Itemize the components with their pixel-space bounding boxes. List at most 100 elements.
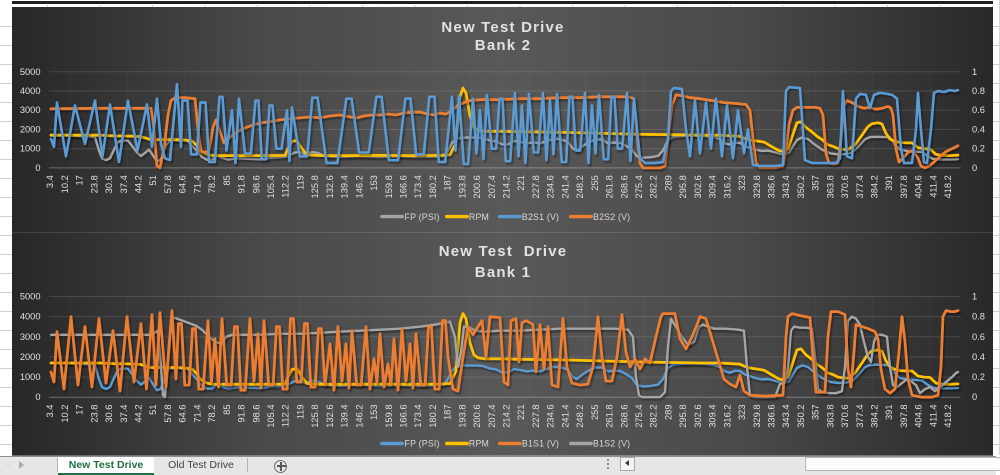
svg-text:132.6: 132.6 xyxy=(325,405,335,428)
svg-text:377.4: 377.4 xyxy=(855,175,865,198)
svg-text:268.6: 268.6 xyxy=(619,405,629,428)
svg-text:17: 17 xyxy=(75,405,85,415)
svg-text:234.6: 234.6 xyxy=(546,405,556,428)
svg-text:153: 153 xyxy=(369,175,379,191)
svg-text:91.8: 91.8 xyxy=(237,405,247,423)
svg-text:397.8: 397.8 xyxy=(899,405,909,428)
svg-text:418.2: 418.2 xyxy=(943,175,953,198)
svg-text:207.4: 207.4 xyxy=(487,405,497,428)
svg-text:411.4: 411.4 xyxy=(928,405,938,428)
svg-text:404.6: 404.6 xyxy=(914,175,924,198)
svg-text:98.6: 98.6 xyxy=(251,175,261,193)
svg-text:B1S1 (V): B1S1 (V) xyxy=(522,439,559,449)
svg-text:1: 1 xyxy=(972,67,977,77)
svg-text:0.2: 0.2 xyxy=(972,144,985,154)
svg-text:282.2: 282.2 xyxy=(649,405,659,428)
svg-text:5000: 5000 xyxy=(20,67,41,77)
svg-text:125.8: 125.8 xyxy=(310,405,320,428)
svg-text:0: 0 xyxy=(972,163,977,173)
svg-text:0.4: 0.4 xyxy=(972,125,985,135)
svg-text:295.8: 295.8 xyxy=(678,175,688,198)
svg-text:214.2: 214.2 xyxy=(502,405,512,428)
svg-text:RPM: RPM xyxy=(469,212,489,222)
svg-text:146.2: 146.2 xyxy=(354,175,364,198)
svg-text:119: 119 xyxy=(295,405,305,420)
svg-text:214.2: 214.2 xyxy=(502,175,512,198)
svg-text:17: 17 xyxy=(75,175,85,185)
svg-text:309.4: 309.4 xyxy=(708,175,718,198)
svg-text:New Test Drive: New Test Drive xyxy=(439,243,568,260)
svg-text:23.8: 23.8 xyxy=(89,175,99,193)
svg-text:71.4: 71.4 xyxy=(192,405,202,423)
svg-text:282.2: 282.2 xyxy=(649,175,659,198)
svg-text:139.4: 139.4 xyxy=(340,175,350,198)
svg-text:119: 119 xyxy=(295,175,305,190)
svg-text:64.6: 64.6 xyxy=(178,175,188,193)
svg-text:295.8: 295.8 xyxy=(678,405,688,428)
svg-text:370.6: 370.6 xyxy=(840,175,850,198)
svg-text:166.6: 166.6 xyxy=(399,405,409,428)
svg-text:85: 85 xyxy=(222,175,232,185)
svg-text:0.8: 0.8 xyxy=(972,312,985,322)
svg-text:1000: 1000 xyxy=(20,372,41,382)
svg-text:51: 51 xyxy=(148,175,158,185)
svg-text:23.8: 23.8 xyxy=(89,405,99,423)
svg-text:0: 0 xyxy=(972,392,977,402)
svg-text:3.4: 3.4 xyxy=(45,405,55,418)
svg-text:37.4: 37.4 xyxy=(119,405,129,423)
svg-text:275.4: 275.4 xyxy=(634,405,644,428)
svg-text:187: 187 xyxy=(443,175,453,191)
svg-text:112.2: 112.2 xyxy=(281,175,291,198)
svg-text:37.4: 37.4 xyxy=(119,175,129,193)
svg-text:4000: 4000 xyxy=(20,86,41,96)
svg-text:323: 323 xyxy=(737,405,747,421)
svg-text:0: 0 xyxy=(35,392,40,402)
svg-text:78.2: 78.2 xyxy=(207,175,217,193)
svg-text:302.6: 302.6 xyxy=(693,405,703,428)
svg-text:289: 289 xyxy=(663,175,673,191)
svg-text:5000: 5000 xyxy=(20,292,41,302)
svg-text:391: 391 xyxy=(884,405,894,421)
svg-text:3000: 3000 xyxy=(20,332,41,342)
svg-text:180.2: 180.2 xyxy=(428,175,438,198)
svg-text:3000: 3000 xyxy=(20,105,41,115)
svg-text:261.8: 261.8 xyxy=(605,405,615,428)
svg-text:112.2: 112.2 xyxy=(281,405,291,428)
svg-text:302.6: 302.6 xyxy=(693,175,703,198)
svg-text:30.6: 30.6 xyxy=(104,175,114,193)
svg-text:0.2: 0.2 xyxy=(972,372,985,382)
svg-text:316.2: 316.2 xyxy=(722,175,732,198)
svg-text:51: 51 xyxy=(148,405,158,415)
svg-text:0: 0 xyxy=(35,163,40,173)
svg-text:404.6: 404.6 xyxy=(914,405,924,428)
svg-text:343.4: 343.4 xyxy=(781,405,791,428)
svg-text:309.4: 309.4 xyxy=(708,405,718,428)
svg-text:397.8: 397.8 xyxy=(899,175,909,198)
svg-text:316.2: 316.2 xyxy=(722,405,732,428)
svg-text:268.6: 268.6 xyxy=(619,175,629,198)
svg-text:370.6: 370.6 xyxy=(840,405,850,428)
svg-text:57.8: 57.8 xyxy=(163,175,173,193)
svg-text:336.6: 336.6 xyxy=(767,175,777,198)
svg-text:0.6: 0.6 xyxy=(972,332,985,342)
svg-text:159.8: 159.8 xyxy=(384,405,394,428)
svg-text:2000: 2000 xyxy=(20,125,41,135)
svg-text:255: 255 xyxy=(590,175,600,191)
svg-text:105.4: 105.4 xyxy=(266,175,276,198)
svg-text:357: 357 xyxy=(811,175,821,191)
svg-text:98.6: 98.6 xyxy=(251,405,261,423)
svg-text:241.4: 241.4 xyxy=(560,405,570,428)
svg-text:187: 187 xyxy=(443,405,453,421)
svg-text:125.8: 125.8 xyxy=(310,175,320,198)
svg-text:363.8: 363.8 xyxy=(825,405,835,428)
svg-text:30.6: 30.6 xyxy=(104,405,114,423)
svg-text:146.2: 146.2 xyxy=(354,405,364,428)
svg-text:4000: 4000 xyxy=(20,312,41,322)
svg-text:RPM: RPM xyxy=(469,439,489,449)
svg-text:289: 289 xyxy=(663,405,673,421)
svg-text:200.6: 200.6 xyxy=(472,175,482,198)
svg-text:132.6: 132.6 xyxy=(325,175,335,198)
svg-text:357: 357 xyxy=(811,405,821,421)
svg-text:227.8: 227.8 xyxy=(531,175,541,198)
svg-text:57.8: 57.8 xyxy=(163,405,173,423)
